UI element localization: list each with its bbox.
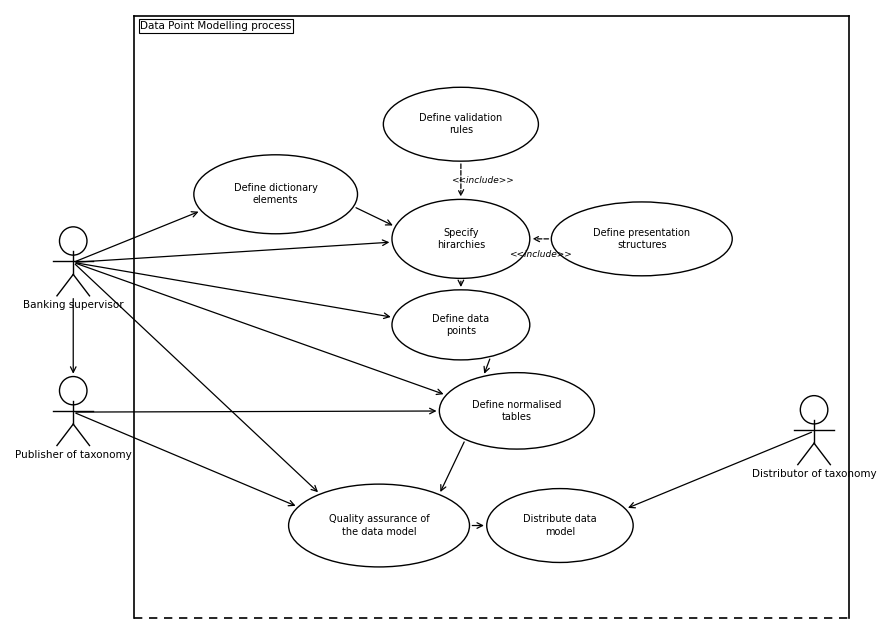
Text: <<include>>: <<include>> <box>451 176 514 185</box>
Text: Define validation
rules: Define validation rules <box>419 113 502 136</box>
Text: Define dictionary
elements: Define dictionary elements <box>234 183 317 206</box>
Ellipse shape <box>392 290 530 360</box>
Ellipse shape <box>439 373 595 449</box>
Text: Banking supervisor: Banking supervisor <box>23 300 123 310</box>
Ellipse shape <box>392 199 530 278</box>
Text: Define normalised
tables: Define normalised tables <box>472 399 562 422</box>
Ellipse shape <box>551 202 732 276</box>
Ellipse shape <box>194 155 358 234</box>
Text: Distribute data
model: Distribute data model <box>523 514 597 537</box>
Ellipse shape <box>486 489 633 562</box>
Ellipse shape <box>289 484 470 567</box>
Text: Publisher of taxonomy: Publisher of taxonomy <box>15 450 132 459</box>
Text: Specify
hirarchies: Specify hirarchies <box>437 227 485 250</box>
Text: <<include>>: <<include>> <box>509 250 572 259</box>
Text: Data Point Modelling process: Data Point Modelling process <box>140 21 291 31</box>
Text: Quality assurance of
the data model: Quality assurance of the data model <box>329 514 430 537</box>
Text: Define data
points: Define data points <box>432 313 489 336</box>
Text: Define presentation
structures: Define presentation structures <box>594 227 690 250</box>
Ellipse shape <box>384 87 539 161</box>
Text: Distributor of taxonomy: Distributor of taxonomy <box>751 469 876 478</box>
